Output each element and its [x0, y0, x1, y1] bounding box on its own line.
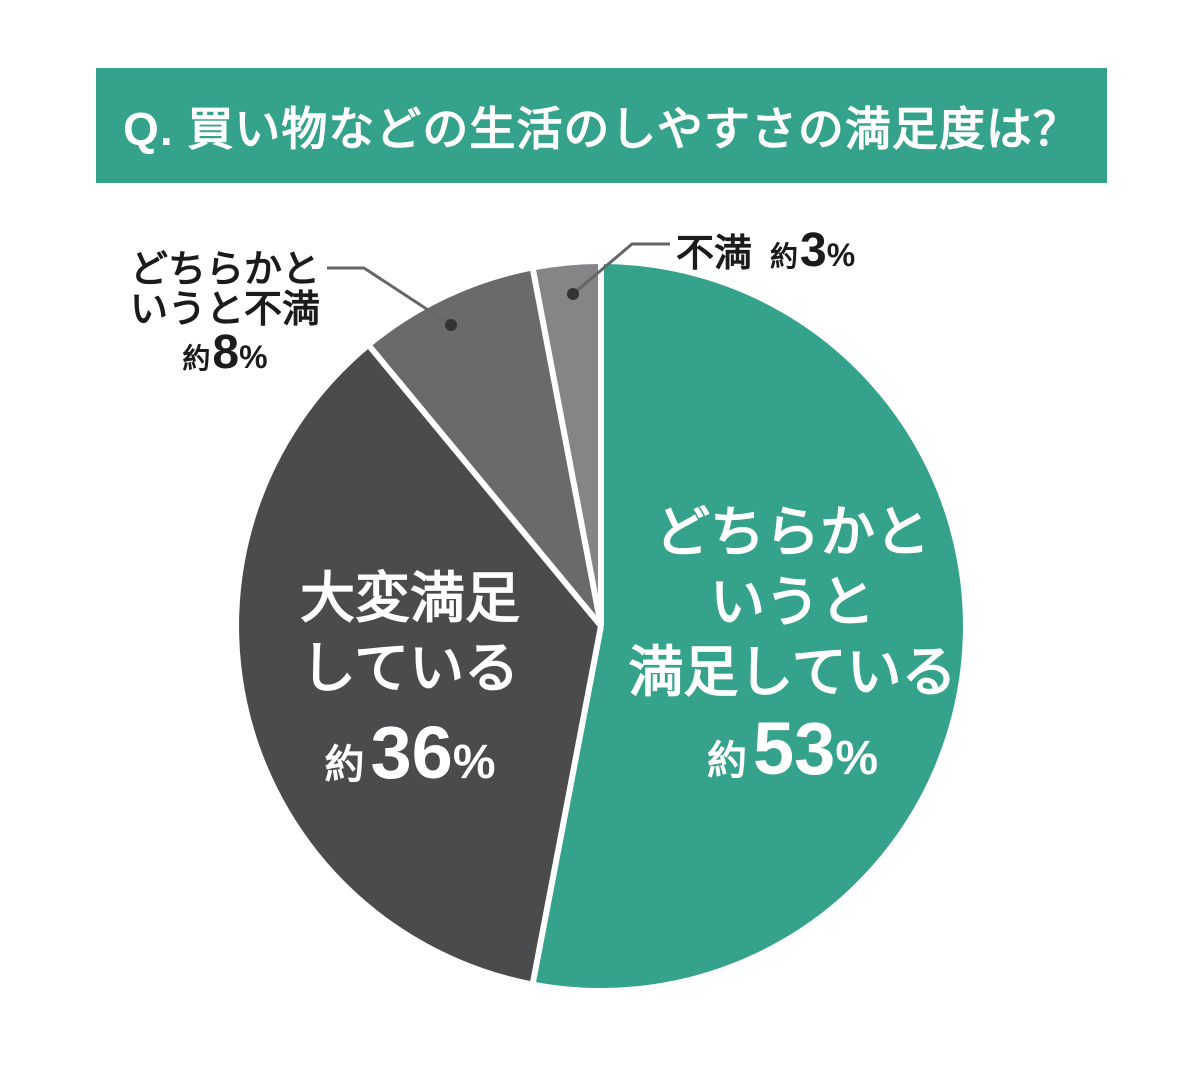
- label-dissatisfied: 不満 約 3%: [676, 222, 855, 278]
- label-very-satisfied-line1: 大変満足: [299, 567, 520, 629]
- pie-slices: [239, 264, 963, 988]
- slice-gap-line-1: [529, 625, 604, 989]
- leader-line-dissatisfied: [572, 242, 670, 296]
- percent-sign: %: [452, 736, 496, 789]
- approx-prefix: 約: [707, 739, 747, 783]
- leader-dot-dissatisfied: [567, 288, 579, 300]
- value-somewhat-dissatisfied: 約8%: [60, 329, 390, 387]
- approx-prefix: 約: [182, 343, 211, 374]
- percent-value: 8: [212, 326, 240, 379]
- value-somewhat-satisfied: 約53%: [565, 709, 1020, 810]
- label-very-satisfied: 大変満足 している 約36%: [195, 563, 625, 814]
- label-somewhat-dissatisfied-line1: どちらかと: [129, 249, 320, 291]
- percent-value: 53: [753, 707, 836, 790]
- approx-prefix: 約: [324, 743, 365, 787]
- question-title: Q. 買い物などの生活のしやすさの満足度は？: [123, 102, 1080, 155]
- value-very-satisfied: 約36%: [195, 713, 625, 814]
- question-banner: Q. 買い物などの生活のしやすさの満足度は？: [96, 68, 1107, 183]
- slice-gap-line-3: [529, 263, 604, 627]
- label-somewhat-satisfied-line1: どちらかと: [654, 501, 930, 563]
- slice-gap-line-2: [364, 340, 604, 628]
- label-somewhat-satisfied: どちらかと いうと 満足している 約53%: [565, 497, 1020, 810]
- label-somewhat-dissatisfied-line2: いうと不満: [129, 289, 320, 331]
- pie-slice-somewhat-satisfied: [533, 264, 963, 988]
- label-somewhat-satisfied-line2: いうと: [709, 571, 875, 633]
- percent-sign: %: [239, 339, 268, 375]
- pie-slice-somewhat-dissatisfied: [370, 270, 601, 626]
- percent-sign: %: [826, 237, 856, 273]
- label-dissatisfied-text: 不満: [676, 233, 753, 275]
- percent-sign: %: [835, 732, 878, 785]
- slice-gap-lines: [364, 258, 604, 989]
- percent-value: 36: [370, 711, 453, 794]
- pie-slice-very-satisfied: [239, 347, 601, 982]
- approx-prefix: 約: [770, 241, 799, 272]
- label-somewhat-satisfied-line3: 満足している: [628, 641, 957, 703]
- label-very-satisfied-line2: している: [300, 637, 520, 699]
- leader-dot-somewhat-dissatisfied: [445, 319, 457, 331]
- label-somewhat-dissatisfied: どちらかと いうと不満 約8%: [60, 250, 390, 387]
- leader-line-somewhat-dissatisfied: [327, 266, 452, 327]
- percent-value: 3: [800, 224, 827, 277]
